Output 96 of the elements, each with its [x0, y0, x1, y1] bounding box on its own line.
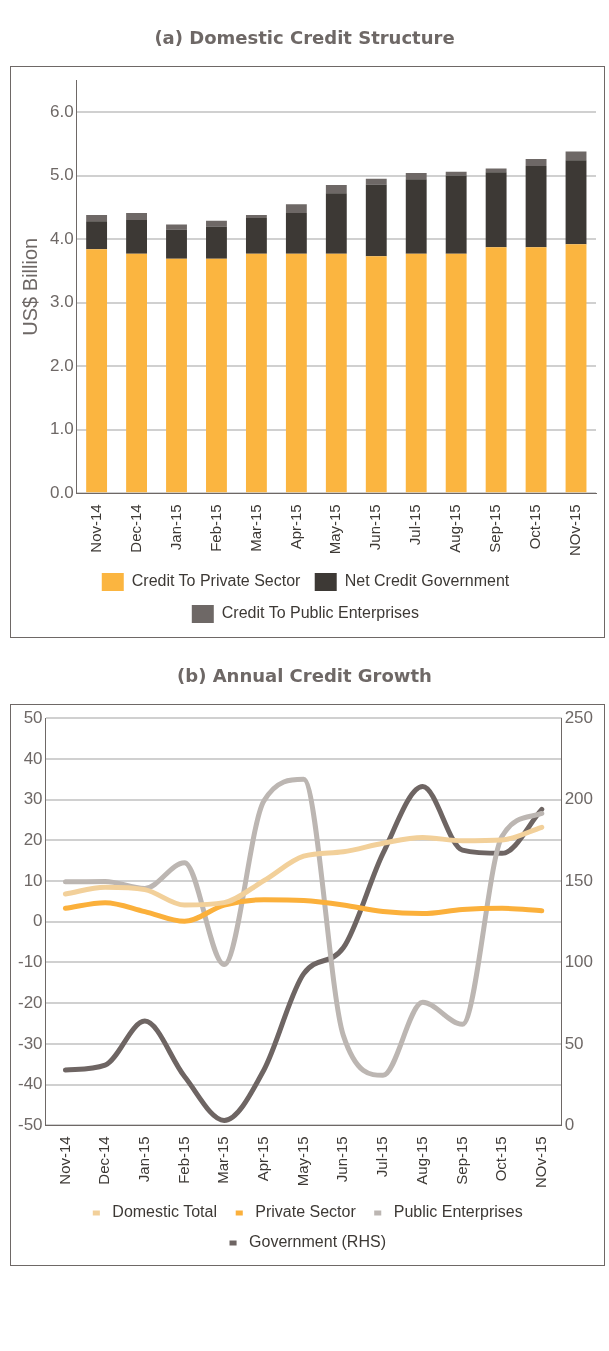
- bar: [405, 253, 427, 493]
- bar: [565, 244, 587, 493]
- bar: [206, 258, 227, 493]
- x-tick-label: Apr-15: [286, 504, 304, 550]
- x-tick-label: Feb-15: [174, 1136, 192, 1184]
- bar: [525, 166, 547, 248]
- x-tick-label: Aug-15: [446, 504, 464, 553]
- y-tick-label: 50: [23, 707, 43, 727]
- x-tick-label: May-15: [293, 1136, 311, 1187]
- bar: [285, 253, 307, 493]
- legend-label: Net Credit Government: [344, 572, 510, 590]
- bar: [166, 224, 187, 230]
- legend-label: Public Enterprises: [393, 1203, 523, 1221]
- x-tick-label: Jun-15: [333, 1136, 351, 1183]
- y-tick-label: 20: [23, 830, 43, 850]
- legend-label: Domestic Total: [112, 1203, 217, 1221]
- y-tick-label: -50: [17, 1115, 43, 1135]
- bar: [126, 213, 147, 221]
- bar: [86, 249, 108, 493]
- x-tick-label: NOv-15: [531, 1136, 549, 1189]
- bar: [445, 253, 467, 493]
- x-tick-label: NOv-15: [566, 504, 584, 557]
- bar: [565, 151, 587, 161]
- bar: [325, 253, 347, 493]
- bar: [245, 218, 267, 254]
- chart-title: (a) Domestic Credit Structure: [153, 26, 456, 50]
- y-tick-label: 0: [33, 911, 43, 931]
- x-tick-label: Jun-15: [366, 504, 384, 551]
- bar: [365, 184, 387, 257]
- x-tick-label: Aug-15: [412, 1136, 430, 1185]
- x-tick-label: Jan-15: [134, 1136, 152, 1183]
- y-tick-label: 10: [23, 870, 43, 890]
- x-tick-label: Mar-15: [214, 1136, 232, 1184]
- x-tick-label: Jan-15: [166, 504, 184, 551]
- y2-tick-label: 50: [564, 1033, 584, 1053]
- x-tick-label: Sep-15: [452, 1136, 470, 1185]
- bar: [166, 229, 187, 259]
- bar: [86, 221, 108, 250]
- bar: [485, 247, 507, 493]
- chart-title: (b) Annual Credit Growth: [176, 664, 433, 688]
- y-tick-label: 5.0: [49, 165, 74, 185]
- bar: [206, 226, 227, 259]
- bar: [405, 179, 427, 254]
- legend-label: Credit To Public Enterprises: [221, 604, 419, 622]
- y2-tick-label: 0: [564, 1115, 575, 1135]
- bar: [245, 253, 267, 493]
- y2-tick-label: 250: [564, 707, 594, 727]
- bar: [365, 256, 387, 493]
- bar: [245, 214, 267, 219]
- bar: [525, 247, 547, 493]
- x-tick-label: May-15: [326, 504, 344, 555]
- bar: [86, 214, 108, 222]
- y2-tick-label: 100: [564, 952, 594, 972]
- x-tick-label: Dec-14: [126, 504, 144, 553]
- bar: [525, 159, 547, 166]
- y-tick-label: 4.0: [49, 228, 74, 248]
- bar: [126, 220, 147, 254]
- y-tick-label: 30: [23, 789, 43, 809]
- legend-label: Government (RHS): [249, 1233, 386, 1251]
- x-tick-label: Nov-14: [55, 1136, 73, 1185]
- bar: [126, 253, 147, 493]
- bar: [445, 175, 467, 254]
- y2-tick-label: 150: [564, 870, 594, 890]
- x-tick-label: Jul-15: [406, 504, 424, 546]
- x-tick-label: Oct-15: [492, 1136, 510, 1182]
- y-tick-label: -20: [17, 992, 43, 1012]
- y-tick-label: -30: [17, 1033, 43, 1053]
- y-tick-label: 6.0: [49, 101, 74, 121]
- bar: [285, 204, 307, 214]
- y-tick-label: 40: [23, 748, 43, 768]
- bar: [485, 172, 507, 248]
- x-tick-label: Apr-15: [254, 1136, 272, 1182]
- bar: [166, 258, 187, 493]
- x-tick-label: Mar-15: [246, 504, 264, 552]
- y-tick-label: 1.0: [49, 419, 74, 439]
- x-tick-label: Dec-14: [95, 1136, 113, 1185]
- bar: [325, 193, 347, 254]
- bar: [565, 160, 587, 245]
- x-tick-label: Feb-15: [206, 504, 224, 552]
- y-tick-label: 0.0: [49, 483, 74, 503]
- y-tick-label: -10: [17, 952, 43, 972]
- legend-label: Credit To Private Sector: [131, 572, 302, 590]
- y2-tick-label: 200: [564, 789, 594, 809]
- y-tick-label: 2.0: [49, 355, 74, 375]
- bar: [325, 185, 347, 194]
- x-tick-label: Sep-15: [486, 504, 504, 553]
- bar: [445, 171, 467, 176]
- y-tick-label: -40: [17, 1074, 43, 1094]
- x-tick-label: Nov-14: [86, 504, 104, 553]
- bar: [285, 213, 307, 254]
- bar: [405, 172, 427, 180]
- y-axis-title: US$ Billion: [18, 237, 41, 336]
- x-tick-label: Jul-15: [373, 1136, 391, 1178]
- y-tick-label: 3.0: [49, 292, 74, 312]
- x-tick-label: Oct-15: [526, 504, 544, 550]
- legend-label: Private Sector: [255, 1203, 357, 1221]
